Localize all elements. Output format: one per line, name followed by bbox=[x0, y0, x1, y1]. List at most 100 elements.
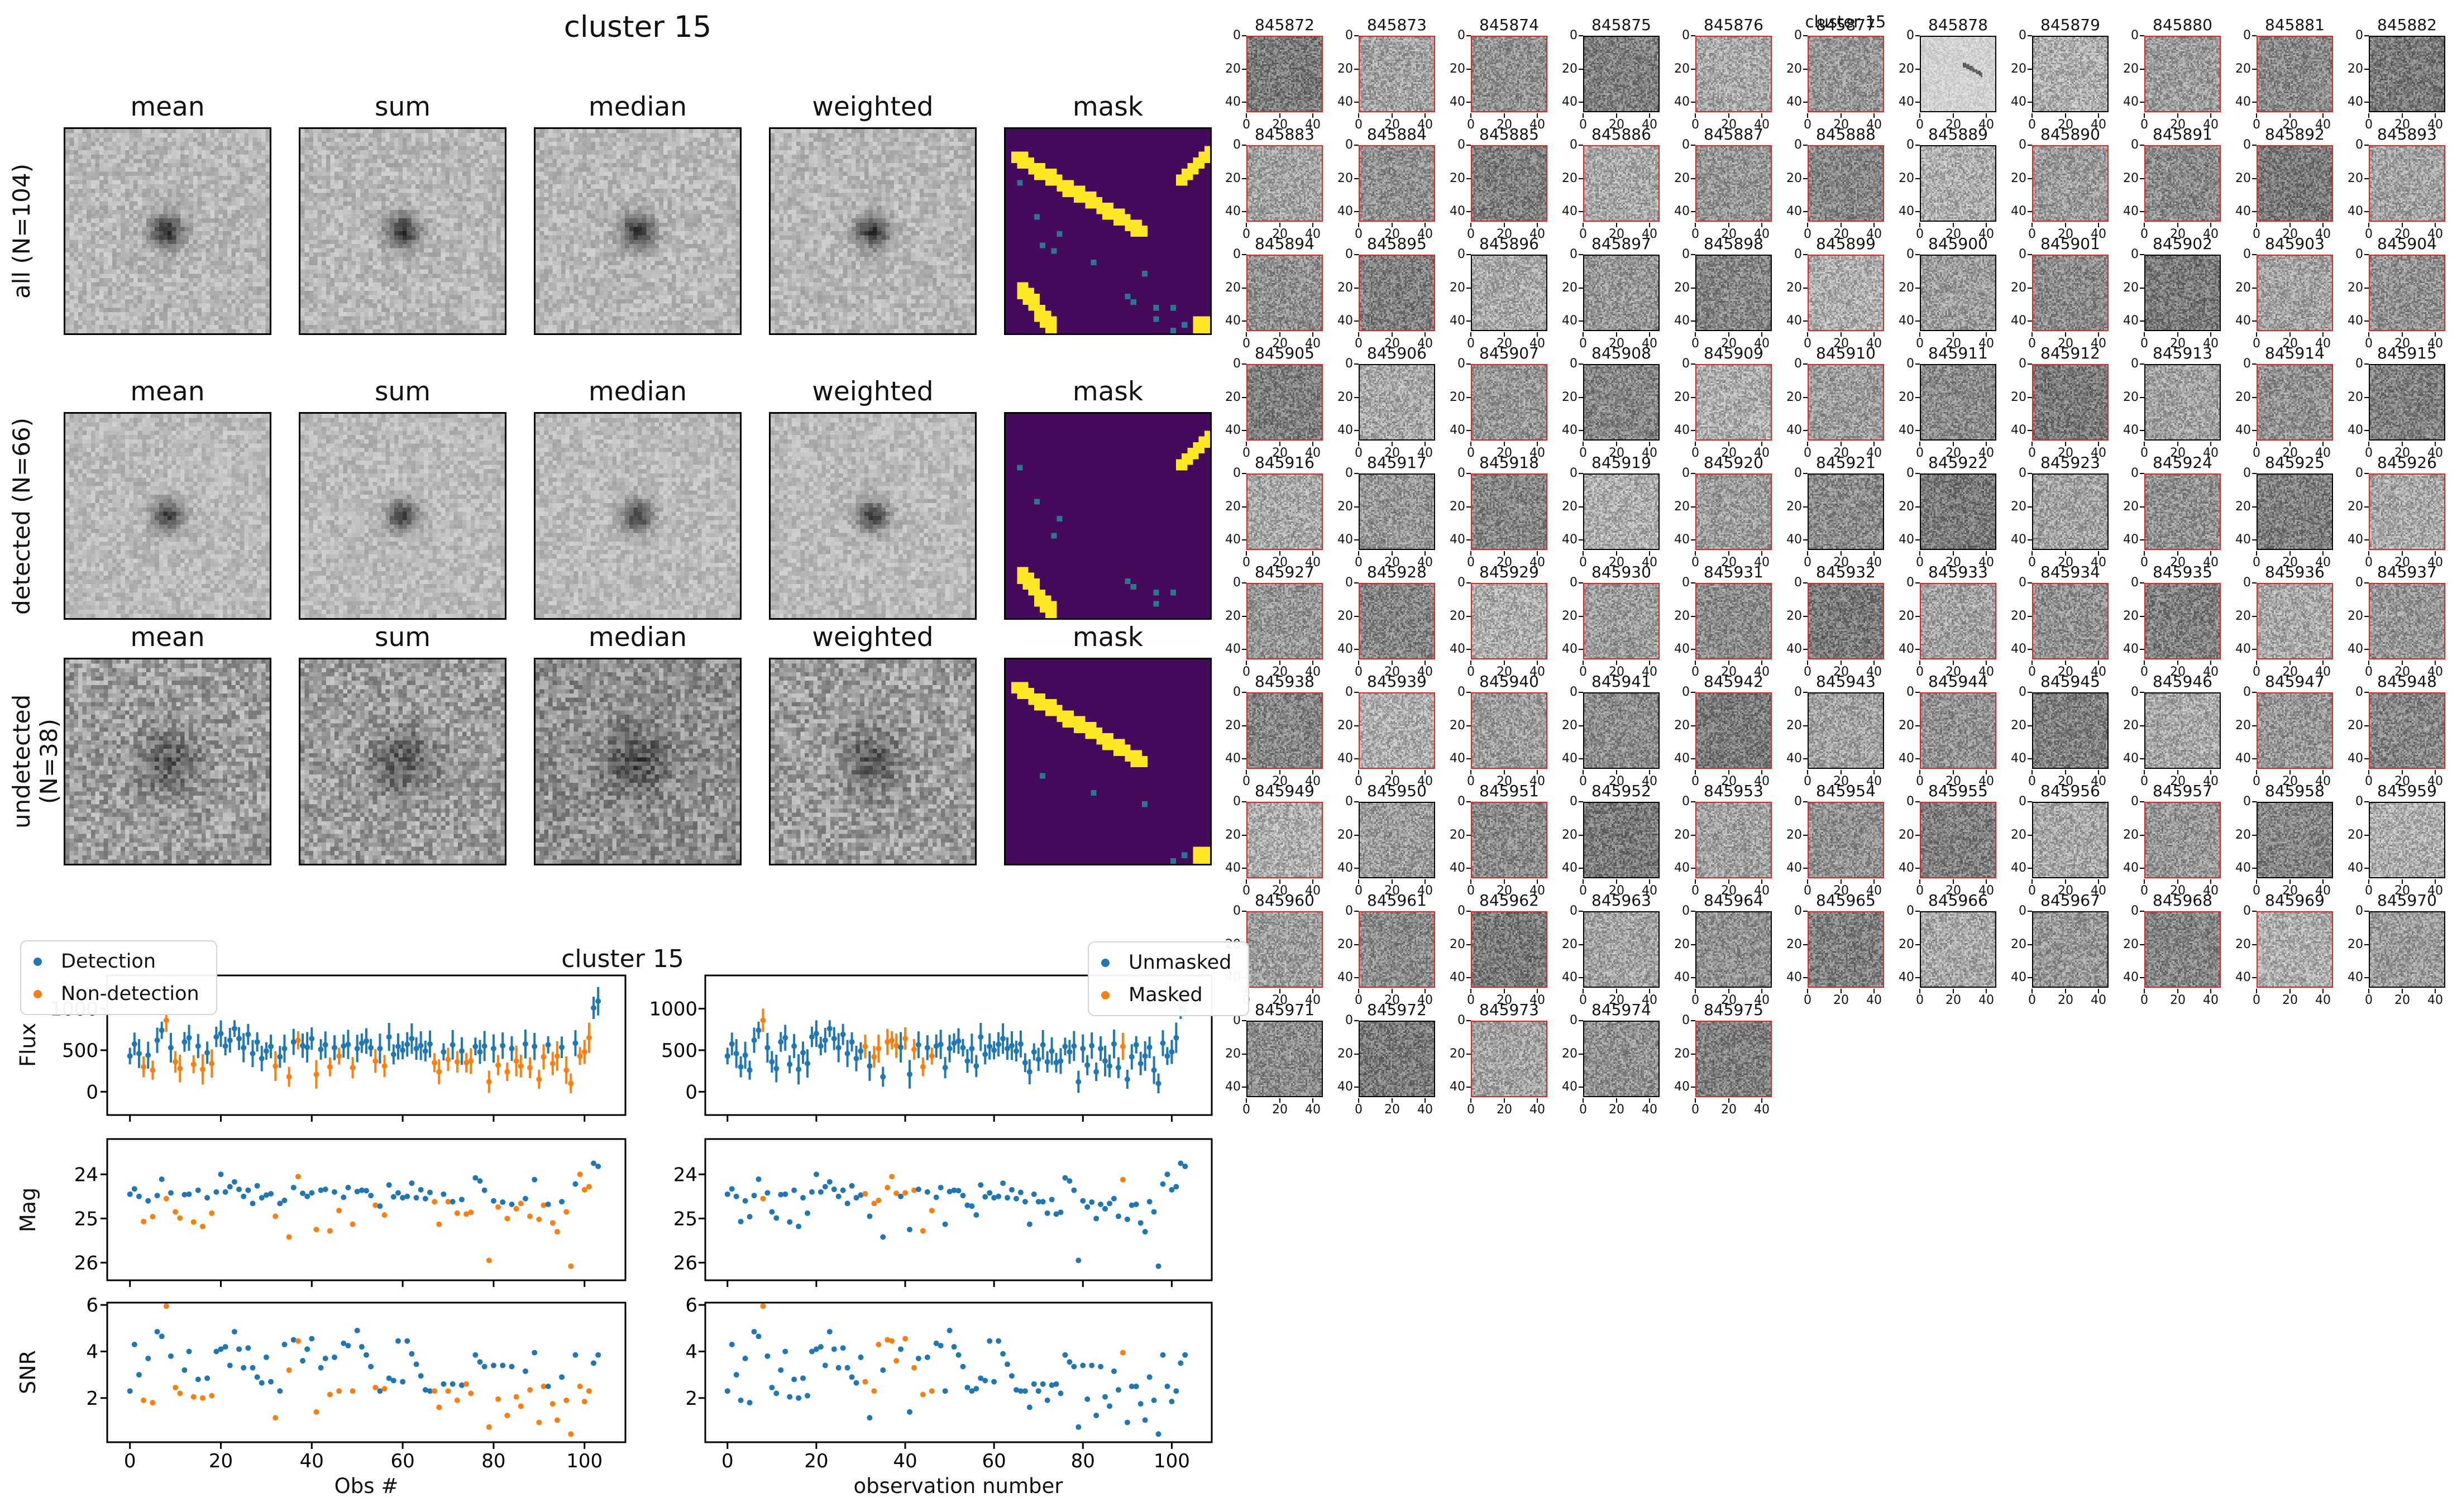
thumb-ytick-label: 20 bbox=[1225, 828, 1241, 842]
thumb-ytick-label: 0 bbox=[1457, 576, 1465, 590]
thumb-ytick-mark bbox=[1354, 1054, 1359, 1055]
thumb-ytick-mark bbox=[1242, 801, 1246, 802]
thumb-ytick-mark bbox=[1579, 363, 1583, 365]
snr-point bbox=[1182, 1352, 1188, 1358]
thumb-ytick-label: 0 bbox=[2019, 466, 2026, 480]
thumb-image bbox=[2257, 911, 2333, 988]
snr-point bbox=[1178, 1360, 1184, 1366]
thumb-ytick-mark bbox=[1242, 35, 1246, 36]
thumb-xtick-mark bbox=[1919, 223, 1920, 227]
thumb-xtick-mark bbox=[2368, 442, 2369, 446]
thumb-xtick-label: 40 bbox=[1978, 118, 1994, 132]
xlabel-observation-number: observation number bbox=[853, 1474, 1063, 1498]
thumb-xtick-mark bbox=[1246, 332, 1247, 337]
stamp-image-mean bbox=[64, 658, 271, 865]
thumb-xtick-mark bbox=[1358, 551, 1359, 556]
thumb-title: 845923 bbox=[2040, 453, 2100, 472]
thumb-xtick-label: 0 bbox=[2253, 774, 2260, 788]
column-header-sum: sum bbox=[374, 622, 431, 653]
flux-point bbox=[942, 1065, 948, 1071]
thumb-xtick-mark bbox=[1246, 223, 1247, 227]
flux-point bbox=[509, 1045, 515, 1051]
xtick-label: 0 bbox=[124, 1450, 136, 1472]
thumb-ytick-label: 40 bbox=[1899, 423, 1914, 437]
thumb-xtick-label: 0 bbox=[2365, 446, 2373, 460]
thumb-ytick-mark bbox=[1354, 725, 1359, 726]
thumb-ytick-label: 20 bbox=[1337, 390, 1353, 404]
thumb-ytick-mark bbox=[1579, 430, 1583, 431]
thumb-ytick-label: 40 bbox=[1786, 642, 1802, 656]
thumb-xtick-label: 0 bbox=[2028, 774, 2036, 788]
thumb-image bbox=[2144, 36, 2221, 112]
thumb-xtick-label: 40 bbox=[1866, 227, 1882, 241]
thumb-xtick-mark bbox=[2098, 113, 2099, 118]
thumb-xtick-label: 0 bbox=[1804, 774, 1811, 788]
mag-point bbox=[1049, 1197, 1055, 1203]
thumb-xtick-label: 0 bbox=[2365, 993, 2373, 1007]
thumb-ytick-label: 0 bbox=[1570, 357, 1578, 371]
mag-point bbox=[773, 1215, 780, 1221]
snr-point bbox=[849, 1374, 855, 1380]
thumb-image bbox=[1695, 911, 1772, 988]
snr-point bbox=[381, 1386, 388, 1392]
thumb-ytick-label: 0 bbox=[1906, 28, 1914, 42]
thumb-ytick-label: 40 bbox=[1674, 970, 1690, 984]
thumb-ytick-mark bbox=[2028, 145, 2032, 146]
snr-point bbox=[368, 1363, 374, 1370]
thumb-xtick-mark bbox=[1728, 113, 1729, 118]
thumb-xtick-mark bbox=[2435, 879, 2436, 884]
thumb-ytick-mark bbox=[2140, 582, 2144, 583]
thumb-ytick-label: 20 bbox=[2235, 390, 2251, 404]
mag-point bbox=[871, 1200, 877, 1207]
thumb-ytick-mark bbox=[2028, 649, 2032, 650]
thumb-xtick-label: 40 bbox=[2091, 337, 2106, 351]
thumb-xtick-mark bbox=[2289, 223, 2291, 227]
thumb-xtick-label: 20 bbox=[2394, 446, 2410, 460]
flux-point bbox=[1160, 1040, 1166, 1046]
flux-point bbox=[1124, 1076, 1130, 1083]
thumb-xtick-label: 0 bbox=[1916, 337, 1924, 351]
thumb-ytick-mark bbox=[2364, 801, 2369, 802]
mag-point bbox=[729, 1186, 735, 1192]
thumb-xtick-label: 0 bbox=[1579, 993, 1587, 1007]
thumb-xtick-mark bbox=[1616, 770, 1617, 774]
thumb-ytick-label: 0 bbox=[1682, 576, 1690, 590]
flux-point bbox=[504, 1069, 510, 1075]
thumb-xtick-label: 20 bbox=[1721, 118, 1737, 132]
thumb-xtick-mark bbox=[1392, 442, 1393, 446]
thumb-ytick-mark bbox=[1579, 539, 1583, 540]
thumb-ytick-label: 0 bbox=[1570, 795, 1578, 808]
thumb-image bbox=[1808, 583, 1884, 659]
snr-point bbox=[742, 1356, 748, 1361]
thumb-xtick-mark bbox=[1246, 551, 1247, 556]
mag-point bbox=[472, 1175, 479, 1181]
thumb-xtick-label: 20 bbox=[1609, 1103, 1624, 1117]
thumb-xtick-label: 40 bbox=[1417, 446, 1433, 460]
flux-point bbox=[1146, 1044, 1153, 1050]
thumb-xtick-label: 0 bbox=[2028, 446, 2036, 460]
thumb-xtick-label: 0 bbox=[1916, 665, 1924, 679]
thumb-ytick-label: 0 bbox=[2243, 685, 2251, 699]
snr-point bbox=[973, 1386, 979, 1392]
thumb-image bbox=[1583, 473, 1660, 550]
thumb-ytick-mark bbox=[1579, 35, 1583, 36]
snr-point bbox=[418, 1373, 424, 1379]
thumb-xtick-mark bbox=[1953, 113, 1954, 118]
thumb-ytick-label: 0 bbox=[1906, 576, 1914, 590]
thumb-title: 845875 bbox=[1591, 16, 1651, 34]
thumb-xtick-label: 0 bbox=[1916, 446, 1924, 460]
thumb-xtick-mark bbox=[1470, 223, 1471, 227]
flux-point bbox=[390, 1051, 396, 1058]
thumb-xtick-mark bbox=[2402, 551, 2403, 556]
thumb-image bbox=[1583, 692, 1660, 769]
thumb-ytick-label: 0 bbox=[1457, 466, 1465, 480]
snr-point bbox=[441, 1381, 447, 1387]
mag-point bbox=[938, 1184, 944, 1190]
mag-point bbox=[231, 1179, 237, 1185]
thumb-ytick-mark bbox=[1242, 1054, 1246, 1055]
thumb-xtick-mark bbox=[2065, 551, 2066, 556]
thumb-xtick-label: 20 bbox=[2394, 556, 2410, 570]
thumb-xtick-label: 20 bbox=[1384, 118, 1400, 132]
thumb-ytick-label: 20 bbox=[1337, 719, 1353, 733]
column-header-sum: sum bbox=[374, 376, 431, 407]
